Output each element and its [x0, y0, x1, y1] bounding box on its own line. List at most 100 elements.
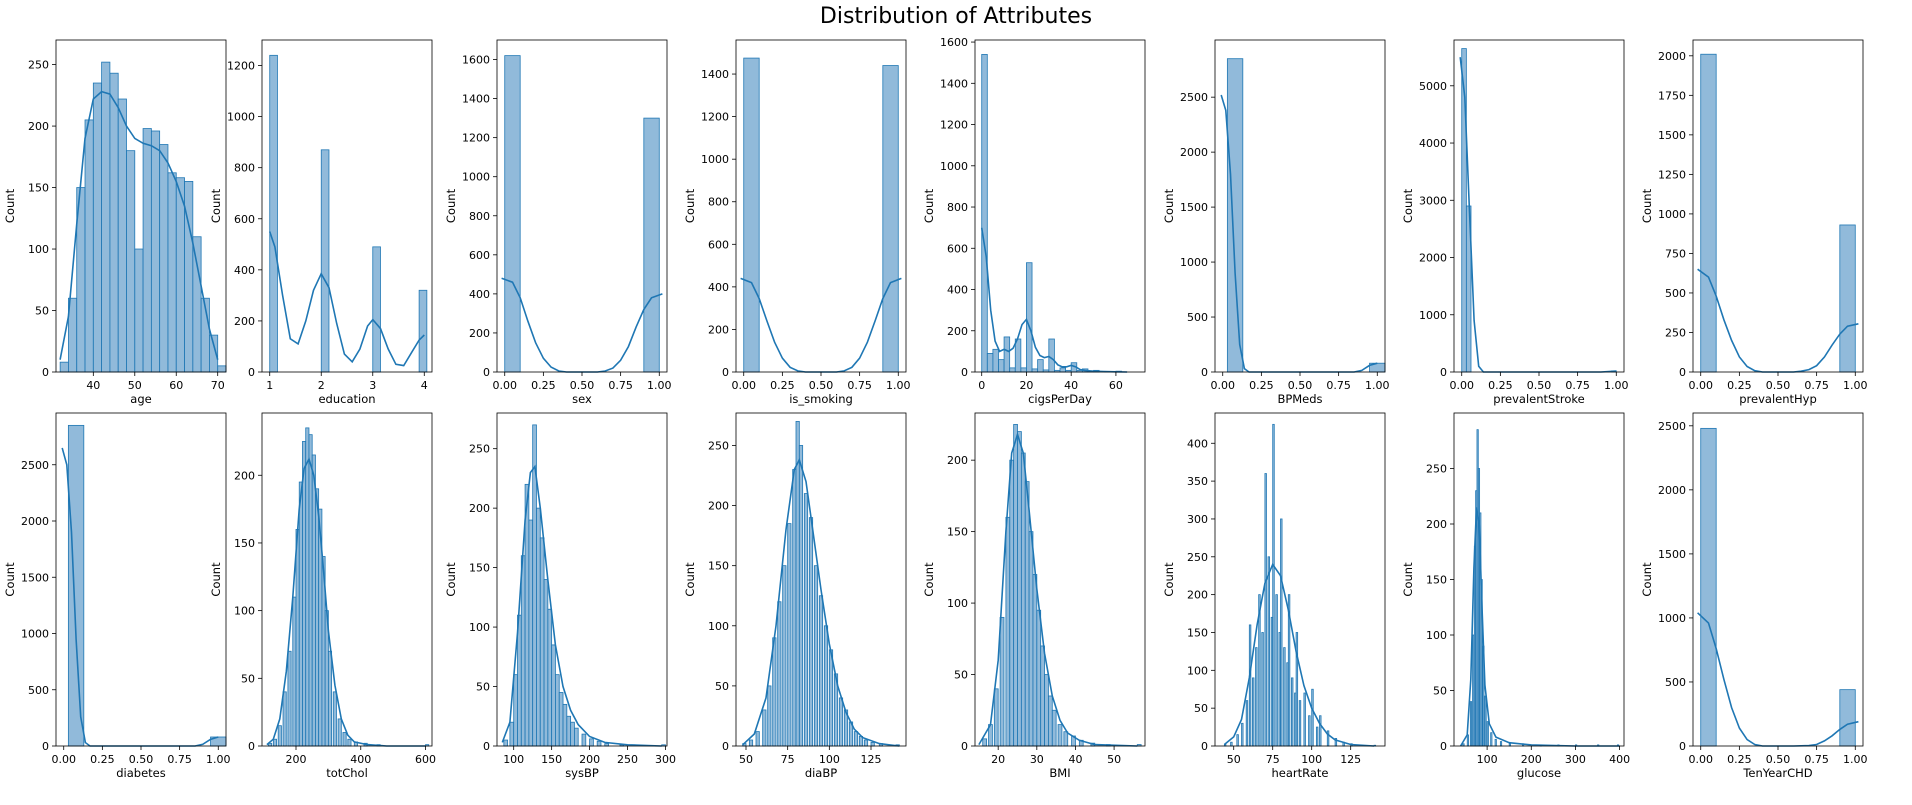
y-tick-label: 1500	[1180, 201, 1208, 214]
y-tick-label: 100	[469, 621, 490, 634]
histogram-bar	[504, 55, 521, 373]
subplot-diabetes: 0.00 0.25 0.50 0.75 1.00 0 500 1000 1500 2000 2500…	[3, 412, 231, 780]
histogram-bar	[1009, 367, 1016, 373]
y-tick-label: 1000	[1180, 256, 1208, 269]
histogram-bar	[1311, 688, 1314, 747]
subplot-totChol: 200 400 600 0 50 100 150 200 totChol Count	[209, 412, 436, 780]
x-tick-label: 0.50	[1766, 379, 1791, 392]
histogram-bar	[342, 732, 347, 747]
histogram-bar	[1486, 721, 1489, 747]
x-tick-label: 100	[503, 753, 524, 766]
x-tick-label: 50	[1227, 753, 1241, 766]
x-tick-label: 0.00	[492, 379, 517, 392]
subplot-education: 1 2 3 4 0 200 400 600 800 1000 1200 education Count	[209, 39, 433, 406]
histogram-bar	[798, 445, 804, 747]
y-tick-label: 200	[234, 469, 255, 482]
histogram-bar	[287, 650, 292, 747]
y-tick-label: 2500	[1180, 91, 1208, 104]
y-tick-label: 500	[1665, 676, 1686, 689]
x-tick-label: 600	[415, 753, 436, 766]
y-tick-label: 1200	[940, 119, 968, 132]
y-tick-label: 200	[234, 315, 255, 328]
histogram-bar	[101, 61, 111, 373]
x-tick-label: 40	[1068, 753, 1082, 766]
x-tick-label: 1.00	[1365, 379, 1390, 392]
x-tick-label: 60	[169, 379, 183, 392]
histogram-bar	[302, 441, 307, 747]
y-axis-label: Count	[209, 562, 223, 597]
x-tick-label: 40	[86, 379, 100, 392]
y-tick-label: 100	[28, 243, 49, 256]
y-tick-label: 4000	[1419, 137, 1447, 150]
y-axis-label: Count	[922, 188, 936, 223]
x-axis-label: is_smoking	[789, 392, 853, 406]
histogram-bar	[292, 596, 297, 747]
y-tick-label: 50	[1433, 685, 1447, 698]
y-tick-label: 5000	[1419, 80, 1447, 93]
histogram-bar	[1036, 609, 1042, 747]
histogram-bar	[1017, 431, 1022, 747]
x-axis-label: totChol	[326, 766, 368, 780]
histogram-bar	[1283, 647, 1286, 747]
y-tick-label: 2500	[1658, 420, 1686, 433]
histogram-bar	[109, 72, 119, 373]
histogram-bar	[1020, 452, 1026, 747]
histogram-bar	[1839, 224, 1856, 373]
y-tick-label: 1250	[1658, 168, 1686, 181]
histogram-bar	[993, 688, 999, 747]
x-tick-label: 1	[266, 379, 273, 392]
y-tick-label: 150	[28, 182, 49, 195]
y-tick-label: 200	[708, 500, 729, 513]
x-tick-label: 0.25	[90, 753, 115, 766]
y-tick-label: 0	[1201, 740, 1208, 753]
y-tick-label: 100	[234, 605, 255, 618]
y-tick-label: 0	[248, 366, 255, 379]
y-tick-label: 200	[28, 120, 49, 133]
y-tick-label: 0	[722, 740, 729, 753]
histogram-bar	[992, 348, 999, 373]
x-axis-label: diaBP	[805, 766, 837, 780]
x-tick-label: 40	[1064, 379, 1078, 392]
histogram-bar	[581, 733, 587, 747]
histogram-bar	[755, 731, 760, 747]
histogram-bar	[1466, 734, 1469, 747]
histogram-bar	[217, 365, 227, 373]
histogram-bar	[986, 353, 994, 373]
histogram-bar	[539, 537, 545, 747]
y-tick-label: 1000	[1658, 612, 1686, 625]
x-tick-label: 20	[1019, 379, 1033, 392]
y-tick-label: 0	[248, 740, 255, 753]
histogram-bar	[159, 144, 169, 373]
histogram-bar	[150, 130, 161, 373]
histogram-bar	[84, 119, 94, 373]
x-tick-label: 0.50	[1527, 379, 1552, 392]
y-tick-label: 0	[1440, 366, 1447, 379]
x-tick-label: 100	[1477, 753, 1498, 766]
y-tick-label: 100	[947, 597, 968, 610]
y-tick-label: 3000	[1419, 194, 1447, 207]
histogram-bar	[562, 703, 568, 747]
x-tick-label: 300	[655, 753, 676, 766]
subplot-prevalentHyp: 0.00 0.25 0.50 0.75 1.00 0 250 500 750 1000 1250 15…	[1640, 39, 1868, 406]
y-tick-label: 1000	[462, 171, 490, 184]
histogram-bar	[503, 739, 509, 747]
histogram-bar	[305, 427, 310, 747]
axes-frame	[974, 412, 1146, 747]
histogram-bar	[1031, 368, 1039, 373]
y-tick-label: 1600	[940, 36, 968, 49]
y-tick-label: 250	[469, 443, 490, 456]
y-tick-label: 150	[708, 560, 729, 573]
x-tick-label: 200	[579, 753, 600, 766]
x-tick-label: 0.25	[1488, 379, 1513, 392]
y-tick-label: 1400	[940, 77, 968, 90]
y-tick-label: 2500	[21, 459, 49, 472]
y-tick-label: 50	[954, 669, 968, 682]
y-axis-label: Count	[1401, 188, 1415, 223]
figure-title: Distribution of Attributes	[819, 4, 1093, 29]
x-tick-label: 0.75	[1565, 379, 1590, 392]
histogram-bar	[743, 57, 760, 373]
histogram-bar	[1059, 367, 1066, 373]
y-tick-label: 2000	[1658, 50, 1686, 63]
histogram-bar	[1261, 632, 1264, 747]
x-tick-label: 125	[1340, 753, 1361, 766]
